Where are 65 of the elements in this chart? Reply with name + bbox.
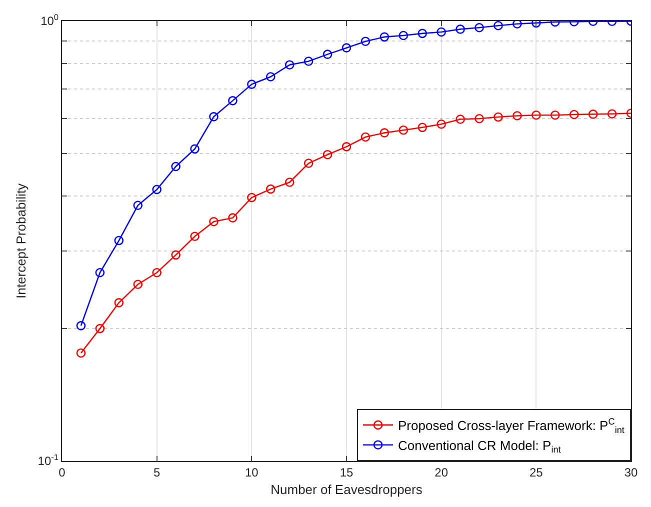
x-tick-label: 25 — [529, 465, 544, 480]
point — [360, 36, 370, 46]
point — [456, 114, 465, 124]
x-tick-label: 0 — [58, 465, 66, 480]
point — [456, 24, 465, 34]
point — [588, 110, 598, 119]
point — [209, 216, 218, 226]
point — [247, 80, 256, 89]
point — [133, 280, 143, 290]
point — [342, 142, 352, 152]
x-tick-label: 20 — [434, 465, 448, 480]
point — [550, 110, 560, 120]
point — [266, 72, 276, 82]
point — [152, 268, 162, 278]
point — [247, 192, 256, 202]
point — [76, 321, 86, 330]
point — [304, 56, 314, 66]
point — [190, 144, 200, 154]
point — [190, 232, 200, 242]
point — [532, 110, 541, 120]
point — [474, 114, 484, 124]
point — [398, 30, 408, 40]
x-axis-title: Number of Eavesdroppers — [270, 482, 423, 497]
point — [76, 348, 86, 358]
point — [322, 150, 332, 160]
point — [152, 184, 162, 194]
point — [436, 119, 446, 129]
point — [512, 111, 522, 120]
point — [360, 132, 370, 142]
point — [569, 110, 579, 120]
point — [398, 125, 408, 135]
point — [171, 250, 180, 260]
point — [304, 158, 314, 168]
point — [380, 128, 390, 138]
y-tick-label: 10$^{-1}$ — [38, 452, 59, 468]
point — [474, 22, 484, 32]
point — [512, 21, 522, 29]
x-tick-label: 15 — [340, 465, 354, 480]
point — [418, 122, 428, 132]
point — [114, 236, 124, 246]
point — [494, 21, 503, 30]
point — [114, 298, 124, 308]
point — [228, 213, 238, 222]
x-tick-label: 5 — [153, 465, 160, 480]
point — [284, 178, 294, 187]
point — [380, 32, 390, 42]
point — [322, 50, 332, 59]
point — [284, 60, 294, 70]
point — [228, 96, 238, 106]
x-tick-label: 30 — [624, 465, 638, 480]
point — [342, 43, 352, 52]
point — [436, 27, 446, 37]
point — [266, 184, 276, 194]
point — [95, 324, 105, 334]
point — [171, 162, 180, 172]
x-tick-label: 10 — [244, 465, 259, 480]
y-tick-label: 10$^{0}$ — [40, 12, 59, 28]
point — [209, 112, 218, 122]
point — [494, 112, 503, 122]
legend-label: Conventional CR Model: P$_{int}$ — [398, 438, 562, 455]
point — [133, 200, 143, 210]
y-axis-title: Intercept Probability — [14, 183, 29, 298]
point — [418, 28, 428, 38]
point — [95, 268, 105, 278]
point — [607, 109, 617, 119]
